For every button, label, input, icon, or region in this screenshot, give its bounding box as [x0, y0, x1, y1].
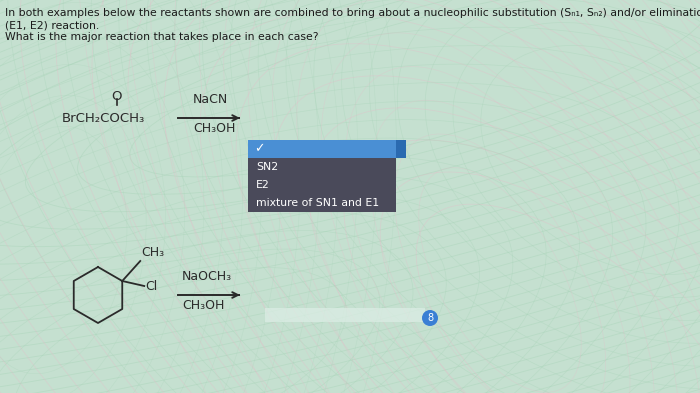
Bar — [248, 140, 396, 158]
Text: CH₃OH: CH₃OH — [182, 299, 225, 312]
Text: BrCH₂COCH₃: BrCH₂COCH₃ — [62, 112, 146, 125]
Bar — [248, 194, 396, 212]
Text: CH₃: CH₃ — [141, 246, 164, 259]
Text: In both examples below the reactants shown are combined to bring about a nucleop: In both examples below the reactants sho… — [5, 8, 700, 18]
Text: O: O — [112, 90, 122, 103]
Bar — [248, 158, 396, 176]
Text: SN2: SN2 — [256, 162, 278, 172]
Text: Cl: Cl — [145, 279, 158, 292]
Bar — [265, 308, 425, 322]
Text: (E1, E2) reaction.: (E1, E2) reaction. — [5, 20, 99, 30]
Text: 8: 8 — [427, 313, 433, 323]
Circle shape — [422, 310, 438, 326]
Text: ✓: ✓ — [254, 143, 265, 156]
Text: NaOCH₃: NaOCH₃ — [182, 270, 232, 283]
Bar — [396, 140, 406, 158]
Bar — [248, 176, 396, 194]
Text: CH₃OH: CH₃OH — [193, 122, 235, 135]
Text: What is the major reaction that takes place in each case?: What is the major reaction that takes pl… — [5, 32, 318, 42]
Text: mixture of SN1 and E1: mixture of SN1 and E1 — [256, 198, 379, 208]
Text: E2: E2 — [256, 180, 270, 190]
Text: NaCN: NaCN — [193, 93, 228, 106]
